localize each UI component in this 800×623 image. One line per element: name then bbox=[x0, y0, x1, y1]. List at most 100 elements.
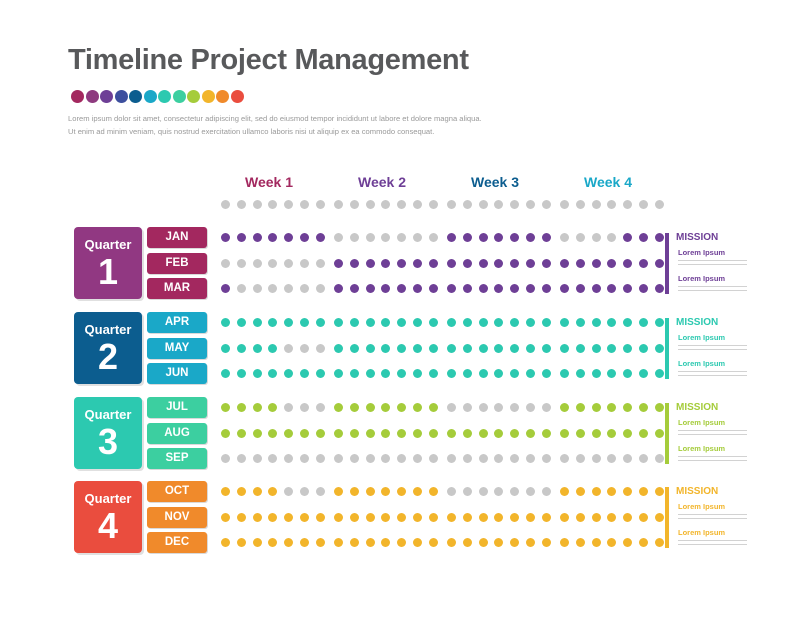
progress-dot-active bbox=[268, 403, 278, 412]
progress-dot-active bbox=[221, 369, 230, 379]
progress-dot-inactive bbox=[284, 454, 294, 464]
progress-dot-active bbox=[284, 538, 294, 548]
progress-dot-inactive bbox=[462, 403, 472, 412]
progress-dot-inactive bbox=[526, 454, 535, 464]
progress-dot-active bbox=[381, 318, 391, 327]
mission-heading: MISSION bbox=[676, 317, 719, 328]
progress-dot-inactive bbox=[349, 233, 359, 242]
progress-dot-active bbox=[462, 369, 472, 379]
progress-dot-inactive bbox=[268, 454, 278, 464]
progress-dot-active bbox=[541, 428, 551, 438]
progress-dot-inactive bbox=[623, 454, 633, 464]
progress-dot-active bbox=[478, 318, 488, 327]
progress-dot-active bbox=[623, 512, 633, 522]
progress-dot-active bbox=[494, 343, 504, 353]
progress-dot-active bbox=[478, 369, 488, 379]
progress-dot-inactive bbox=[478, 454, 488, 464]
progress-dot-inactive bbox=[381, 454, 391, 464]
progress-dot-active bbox=[252, 403, 262, 412]
quarter-number: 1 bbox=[97, 251, 119, 292]
progress-dot-inactive bbox=[428, 454, 438, 464]
mission-text-line bbox=[678, 349, 747, 350]
progress-dot-inactive bbox=[541, 403, 551, 412]
progress-dot-inactive bbox=[268, 258, 278, 268]
progress-dot-active bbox=[494, 512, 504, 522]
progress-dot-active bbox=[284, 428, 294, 438]
progress-dot-active bbox=[639, 284, 648, 294]
palette-dot bbox=[158, 90, 171, 103]
progress-dot-active bbox=[252, 538, 262, 548]
header-dot bbox=[541, 200, 551, 209]
progress-dot-active bbox=[494, 369, 504, 379]
page-title: Timeline Project Management bbox=[68, 44, 469, 76]
progress-dot-active bbox=[462, 258, 472, 268]
progress-dot-active bbox=[607, 258, 617, 268]
progress-dot-inactive bbox=[252, 284, 262, 294]
progress-dot-active bbox=[591, 428, 601, 438]
progress-dot-active bbox=[334, 318, 343, 327]
palette-dot bbox=[85, 90, 99, 103]
mission-text-line bbox=[678, 371, 747, 372]
palette-dot bbox=[187, 90, 200, 103]
palette-dot bbox=[201, 90, 215, 103]
progress-dot-active bbox=[300, 512, 309, 522]
progress-dot-inactive bbox=[236, 258, 246, 268]
month-nov: NOV bbox=[147, 506, 207, 528]
progress-dot-active bbox=[315, 428, 325, 438]
progress-dot-inactive bbox=[639, 454, 648, 464]
progress-dot-active bbox=[349, 428, 359, 438]
mission-item: Lorem Ipsum bbox=[678, 528, 726, 537]
month-mar: MAR bbox=[147, 278, 207, 300]
progress-dot-active bbox=[494, 538, 504, 548]
progress-dot-active bbox=[381, 343, 391, 353]
progress-dot-inactive bbox=[462, 454, 472, 464]
progress-dot-active bbox=[623, 428, 633, 438]
progress-dot-active bbox=[654, 403, 664, 412]
progress-dot-inactive bbox=[494, 403, 504, 412]
progress-dot-active bbox=[300, 318, 309, 327]
progress-dot-active bbox=[623, 403, 633, 412]
month-oct: OCT bbox=[147, 481, 207, 502]
progress-dot-inactive bbox=[397, 233, 407, 242]
progress-dot-active bbox=[575, 538, 585, 548]
mission-text-line bbox=[678, 286, 747, 287]
progress-dot-active bbox=[252, 318, 262, 327]
month-aug: AUG bbox=[147, 422, 207, 444]
progress-dot-active bbox=[252, 487, 262, 496]
progress-dot-active bbox=[365, 284, 375, 294]
progress-dot-active bbox=[510, 258, 520, 268]
progress-dot-active bbox=[541, 369, 551, 379]
mission-heading: MISSION bbox=[676, 402, 719, 413]
progress-dot-active bbox=[541, 318, 551, 327]
progress-dot-active bbox=[591, 403, 601, 412]
progress-dot-active bbox=[236, 403, 246, 412]
progress-dot-active bbox=[575, 258, 585, 268]
progress-dot-active bbox=[560, 318, 569, 327]
palette-dot bbox=[71, 90, 84, 103]
progress-dot-inactive bbox=[268, 284, 278, 294]
progress-dot-active bbox=[397, 512, 407, 522]
header-dot bbox=[447, 200, 456, 209]
mission-item: Lorem Ipsum bbox=[678, 502, 726, 511]
progress-dot-inactive bbox=[447, 454, 456, 464]
progress-dot-active bbox=[365, 369, 375, 379]
progress-dot-active bbox=[252, 369, 262, 379]
progress-dot-active bbox=[575, 318, 585, 327]
progress-dot-active bbox=[349, 487, 359, 496]
progress-dot-active bbox=[591, 284, 601, 294]
progress-dot-active bbox=[300, 538, 309, 548]
progress-dot-active bbox=[413, 428, 422, 438]
progress-dot-active bbox=[349, 403, 359, 412]
header-dot bbox=[654, 200, 664, 209]
week-header: Week 2 bbox=[358, 174, 406, 190]
progress-dot-inactive bbox=[236, 284, 246, 294]
mission-text-line bbox=[678, 434, 747, 435]
progress-dot-active bbox=[236, 487, 246, 496]
progress-dot-active bbox=[300, 428, 309, 438]
header-dot bbox=[639, 200, 648, 209]
progress-dot-active bbox=[607, 369, 617, 379]
header-dot bbox=[252, 200, 262, 209]
progress-dot-active bbox=[413, 343, 422, 353]
progress-dot-inactive bbox=[300, 284, 309, 294]
progress-dot-active bbox=[623, 538, 633, 548]
